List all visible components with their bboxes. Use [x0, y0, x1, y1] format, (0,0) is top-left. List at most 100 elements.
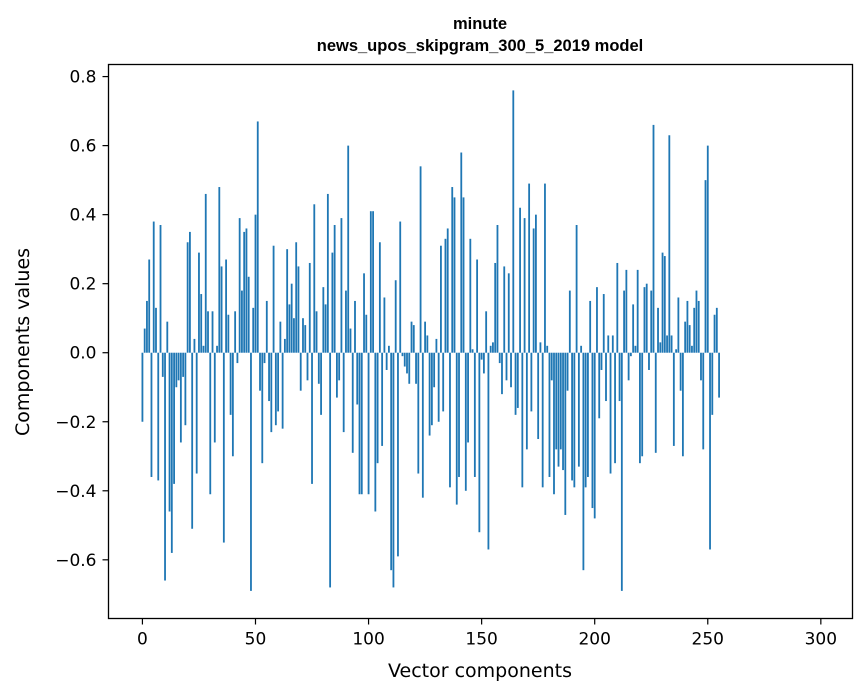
bar	[421, 352, 424, 498]
bar	[580, 345, 583, 353]
bar	[706, 145, 709, 353]
bar	[189, 231, 191, 353]
x-tick-label: 250	[692, 630, 724, 650]
bar	[247, 276, 250, 353]
bar	[356, 352, 359, 405]
bar	[412, 325, 415, 353]
bar	[636, 269, 639, 353]
bar	[675, 349, 678, 353]
bar	[148, 259, 151, 353]
bar	[166, 321, 169, 353]
bar	[596, 287, 598, 353]
bar	[625, 269, 628, 353]
bar	[254, 214, 257, 353]
bar	[299, 352, 302, 391]
bar	[331, 252, 334, 353]
bar	[365, 314, 368, 353]
bar	[611, 335, 614, 353]
bar	[641, 352, 644, 457]
bar	[553, 352, 555, 495]
bar	[482, 352, 485, 374]
bar	[390, 352, 393, 571]
bar	[338, 352, 341, 381]
bar	[564, 352, 567, 515]
bar	[505, 352, 508, 381]
plot-area-frame	[107, 63, 854, 620]
bar	[444, 238, 447, 353]
bar	[458, 352, 460, 477]
bar	[209, 352, 212, 495]
y-tick-label: 0.2	[69, 275, 96, 295]
bar	[281, 352, 284, 429]
bar	[179, 352, 182, 443]
bar	[191, 352, 194, 529]
bar	[430, 352, 433, 426]
bar	[243, 231, 246, 353]
bar	[222, 352, 225, 543]
bar	[349, 328, 352, 353]
x-tick-label: 200	[578, 630, 610, 650]
bar	[550, 352, 553, 381]
bar	[238, 218, 241, 353]
bar	[437, 352, 440, 422]
bar	[555, 352, 558, 450]
bar	[268, 352, 270, 402]
bar	[702, 352, 705, 450]
bar	[265, 300, 268, 353]
bar	[446, 228, 449, 353]
bar	[711, 352, 714, 415]
bar	[143, 328, 146, 353]
bar	[290, 283, 293, 353]
bar	[302, 318, 304, 353]
bar	[451, 187, 454, 353]
bar	[697, 300, 700, 353]
bar	[489, 345, 492, 353]
bar	[686, 300, 689, 353]
y-tick-label: 0.0	[69, 344, 96, 364]
bar	[713, 314, 716, 353]
bar	[663, 256, 666, 353]
bar	[245, 228, 248, 353]
x-tick-label: 300	[805, 630, 837, 650]
bar	[157, 352, 160, 481]
bar	[220, 266, 223, 353]
bar	[288, 304, 291, 353]
bar	[514, 352, 517, 415]
bar	[532, 228, 535, 353]
bar	[681, 352, 684, 457]
bar	[175, 352, 178, 388]
bar	[333, 225, 336, 353]
bar	[225, 259, 227, 353]
bar	[336, 352, 338, 398]
bar	[345, 290, 347, 353]
bar	[159, 225, 162, 353]
bar	[340, 218, 343, 353]
bar	[293, 318, 295, 353]
bar	[283, 338, 286, 353]
bar	[256, 121, 259, 353]
bar	[587, 352, 589, 477]
bar	[471, 349, 474, 353]
bar	[315, 311, 318, 353]
bar	[342, 352, 345, 433]
bar	[311, 352, 313, 484]
bar	[700, 352, 702, 381]
bar	[216, 345, 218, 353]
bar	[392, 352, 395, 588]
bar	[399, 221, 402, 353]
bar	[568, 290, 571, 353]
bar	[347, 145, 350, 353]
bar	[593, 352, 596, 519]
y-tick-label: −0.4	[55, 482, 96, 502]
bar	[487, 352, 490, 550]
bar	[440, 245, 442, 353]
bar	[272, 245, 275, 353]
bar	[709, 352, 711, 550]
bar	[252, 307, 255, 353]
bar	[360, 352, 363, 495]
bar	[469, 238, 472, 353]
bar	[496, 225, 499, 353]
bar	[261, 352, 264, 464]
bar	[146, 300, 148, 353]
